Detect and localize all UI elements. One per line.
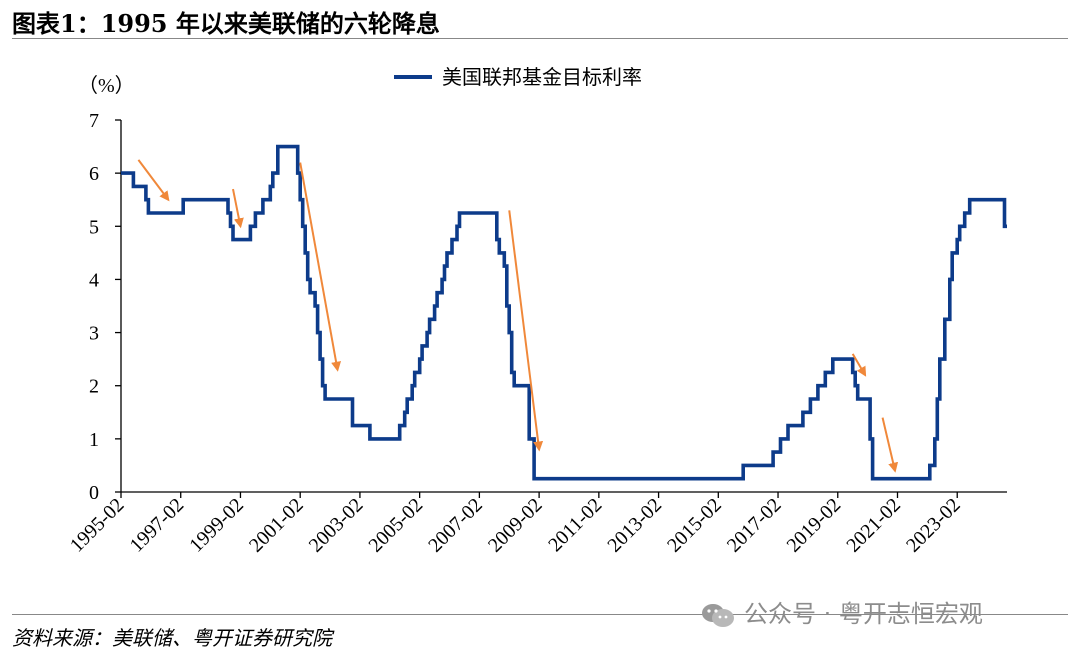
x-tick-label: 2005-02	[364, 494, 427, 557]
rate-cut-arrow	[881, 417, 899, 473]
legend-label: 美国联邦基金目标利率	[442, 65, 642, 89]
chart-annotations	[137, 159, 899, 473]
bottom-divider	[12, 614, 1068, 615]
x-tick-label: 2011-02	[544, 494, 606, 556]
source-note: 资料来源：美联储、粤开证券研究院	[12, 626, 332, 650]
x-tick-label: 2009-02	[484, 494, 547, 557]
y-tick-label: 7	[89, 110, 99, 132]
x-tick-label: 2007-02	[424, 494, 487, 557]
rate-cut-arrow	[137, 159, 170, 202]
x-tick-label: 2003-02	[305, 494, 368, 557]
x-tick-label: 1999-02	[185, 494, 248, 557]
watermark-text: 公众号 · 粤开志恒宏观	[744, 600, 983, 628]
y-tick-label: 6	[89, 163, 99, 185]
y-unit-label: （%）	[78, 74, 135, 97]
x-tick-label: 2023-02	[902, 494, 965, 557]
y-tick-label: 0	[89, 482, 99, 504]
rate-cut-arrow	[508, 210, 544, 452]
series-line-fed-funds-rate	[121, 144, 1007, 481]
rate-cut-arrow	[851, 353, 867, 377]
figure-title: 图表1：1995 年以来美联储的六轮降息	[12, 9, 440, 38]
y-tick-label: 5	[89, 216, 99, 238]
x-tick-label: 2017-02	[723, 494, 786, 557]
x-tick-label: 1997-02	[126, 494, 189, 557]
x-tick-label: 2013-02	[603, 494, 666, 557]
x-tick-label: 2001-02	[245, 494, 308, 557]
y-tick-label: 3	[89, 323, 99, 345]
x-tick-label: 2019-02	[783, 494, 846, 557]
chart-axes	[115, 119, 1007, 498]
rate-cut-arrow	[232, 188, 244, 229]
rate-cut-arrow	[299, 162, 342, 372]
x-tick-label: 2015-02	[663, 494, 726, 557]
y-tick-label: 4	[89, 269, 99, 291]
y-tick-label: 2	[89, 376, 99, 398]
watermark: 公众号 · 粤开志恒宏观	[700, 594, 983, 629]
chart-tick-labels: 012345671995-021997-021999-022001-022003…	[66, 110, 965, 557]
top-divider	[12, 38, 1068, 39]
x-tick-label: 2021-02	[842, 494, 905, 557]
y-tick-label: 1	[89, 429, 99, 451]
chart-series-layer	[121, 144, 1007, 481]
wechat-icon	[702, 604, 734, 627]
chart-legend: 美国联邦基金目标利率	[394, 65, 642, 89]
